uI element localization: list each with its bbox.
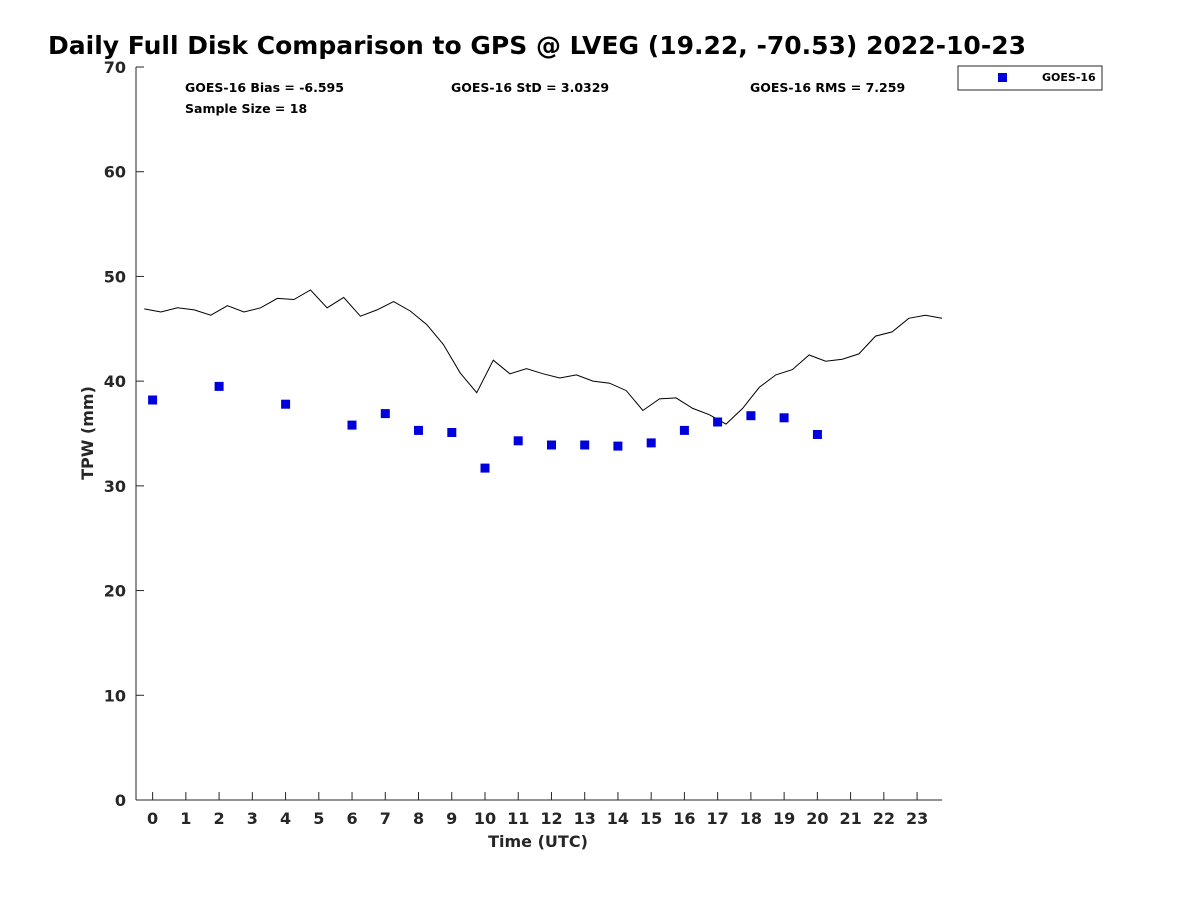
gps-line [144,289,943,425]
x-tick-label: 8 [413,809,424,828]
x-tick-label: 22 [873,809,895,828]
y-axis-label: TPW (mm) [78,386,97,480]
x-tick-label: 4 [280,809,291,828]
legend: GOES-16 [957,65,1103,91]
x-tick-label: 14 [607,809,629,828]
goes-16-point [613,441,623,451]
x-tick-label: 5 [313,809,324,828]
goes-16-point [281,399,291,409]
x-tick-label: 18 [740,809,762,828]
x-tick-label: 13 [574,809,596,828]
x-tick-label: 16 [673,809,695,828]
y-tick-label: 50 [104,267,126,286]
x-ticks: 0 1 2 3 4 5 6 7 8 9 10 11 12 13 14 15 16 17 18 19 20 21 22 23 [147,792,928,828]
chart-title: Daily Full Disk Comparison to GPS @ LVEG… [48,31,1026,60]
legend-box [957,65,1103,91]
x-tick-label: 10 [474,809,496,828]
goes-16-points [148,381,822,473]
stats-annotations: GOES-16 Bias = -6.595 GOES-16 StD = 3.03… [185,80,905,116]
y-tick-label: 70 [104,58,126,77]
std-stat: GOES-16 StD = 3.0329 [451,80,609,95]
goes-16-point [713,417,723,427]
goes-16-point [148,395,158,405]
bias-stat: GOES-16 Bias = -6.595 [185,80,344,95]
x-tick-label: 23 [906,809,928,828]
x-tick-label: 11 [507,809,529,828]
x-tick-label: 1 [180,809,191,828]
rms-stat: GOES-16 RMS = 7.259 [750,80,905,95]
y-tick-label: 30 [104,477,126,496]
goes-16-point [347,420,357,430]
x-tick-label: 9 [446,809,457,828]
axes [135,67,942,801]
goes-16-point [414,425,423,435]
x-tick-label: 7 [380,809,391,828]
x-tick-label: 0 [147,809,158,828]
goes-16-point [447,428,457,437]
goes-16-point [480,463,490,473]
legend-label-goes-16: GOES-16 [1042,71,1096,84]
goes-16-point [214,381,224,391]
legend-marker-goes-16 [998,73,1007,82]
goes-16-point [580,440,590,450]
goes-16-point [679,425,689,435]
x-tick-label: 21 [839,809,861,828]
y-tick-label: 40 [104,372,126,391]
y-tick-label: 10 [104,686,126,705]
y-tick-label: 60 [104,163,126,182]
goes-16-point [646,438,656,448]
y-ticks: 0 10 20 30 40 50 60 70 [104,58,144,810]
x-tick-label: 17 [707,809,729,828]
goes-16-point [812,430,822,439]
y-tick-label: 20 [104,582,126,601]
goes-16-point [779,413,789,423]
x-tick-label: 19 [773,809,795,828]
goes-16-point [547,440,556,450]
sample-size-stat: Sample Size = 18 [185,101,307,116]
goes-16-point [513,436,523,446]
gps-line-series [144,289,943,425]
goes-16-point [746,411,756,421]
x-axis-label: Time (UTC) [488,832,588,851]
y-tick-label: 0 [115,791,126,810]
x-tick-label: 12 [540,809,562,828]
x-tick-label: 20 [806,809,828,828]
x-tick-label: 15 [640,809,662,828]
x-tick-label: 6 [346,809,357,828]
goes-16-point [380,409,390,419]
x-tick-label: 3 [247,809,258,828]
x-tick-label: 2 [214,809,225,828]
